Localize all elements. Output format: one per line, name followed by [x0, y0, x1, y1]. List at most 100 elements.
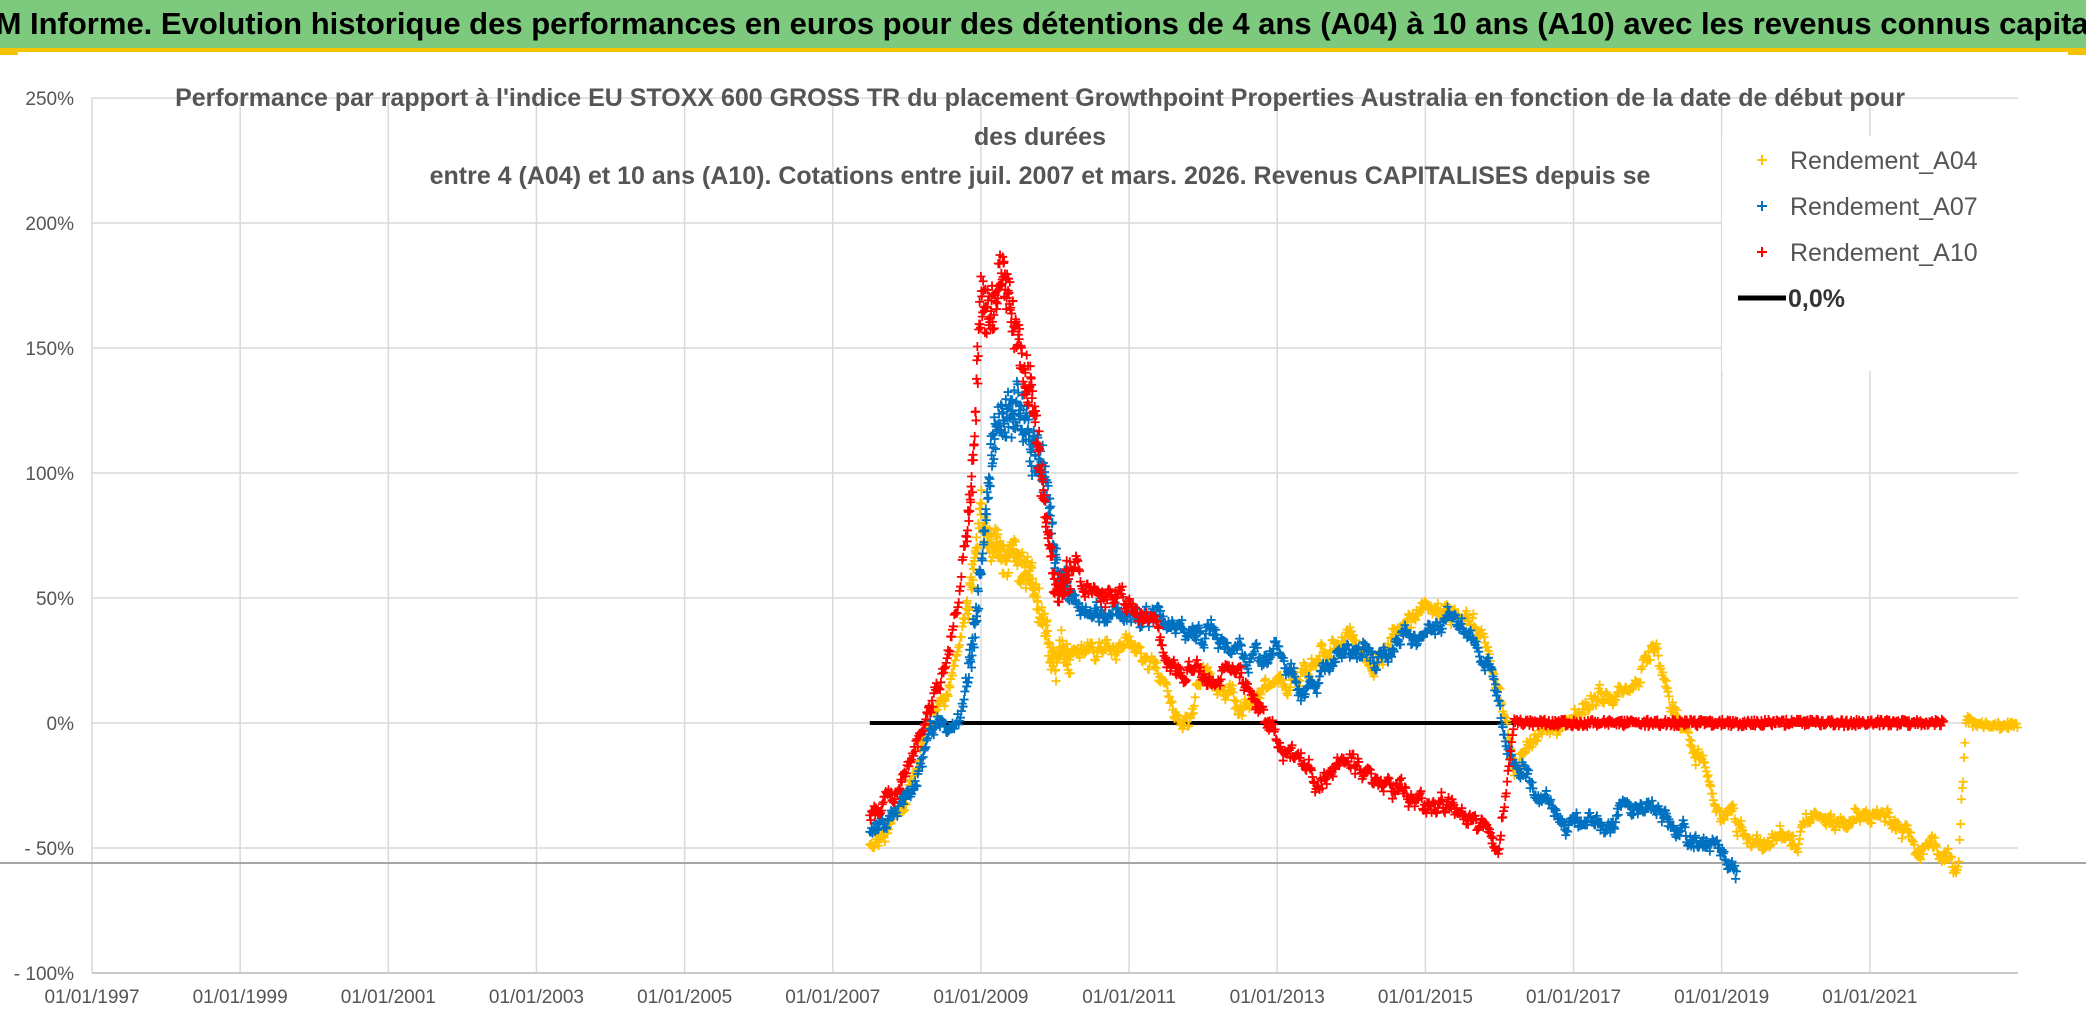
point-rendement-a04	[968, 575, 978, 585]
legend-label: Rendement_A04	[1790, 147, 1978, 175]
x-tick-label: 01/01/1997	[44, 987, 139, 1008]
point-rendement-a04	[1958, 777, 1968, 787]
point-rendement-a07	[925, 716, 935, 726]
point-rendement-a07	[1024, 428, 1034, 438]
point-rendement-a10	[1008, 296, 1018, 306]
point-rendement-a10	[972, 342, 982, 352]
point-rendement-a10	[1348, 749, 1358, 759]
point-rendement-a04	[1433, 599, 1443, 609]
point-rendement-a04	[945, 682, 955, 692]
chart-title-line: entre 4 (A04) et 10 ans (A10). Cotations…	[430, 162, 1651, 190]
point-rendement-a04	[1693, 744, 1703, 754]
point-rendement-a04	[1003, 568, 1013, 578]
point-rendement-a04	[1826, 809, 1836, 819]
point-rendement-a10	[954, 598, 964, 608]
point-rendement-a07	[1451, 610, 1461, 620]
y-tick-label: 0%	[47, 714, 75, 735]
point-rendement-a07	[1195, 626, 1205, 636]
x-tick-label: 01/01/2017	[1526, 987, 1621, 1008]
legend-swatch-marker	[1757, 201, 1767, 211]
y-tick-label: 100%	[25, 464, 74, 485]
point-rendement-a10	[1031, 410, 1041, 420]
x-tick-label: 01/01/2019	[1674, 987, 1769, 1008]
point-rendement-a10	[1037, 460, 1047, 470]
point-rendement-a10	[1018, 377, 1028, 387]
point-rendement-a10	[1100, 602, 1110, 612]
point-rendement-a04	[956, 632, 966, 642]
point-rendement-a04	[1956, 794, 1966, 804]
point-rendement-a07	[1457, 613, 1467, 623]
point-rendement-a07	[892, 811, 902, 821]
point-rendement-a04	[1189, 701, 1199, 711]
point-rendement-a10	[1939, 716, 1949, 726]
point-rendement-a07	[974, 604, 984, 614]
x-tick-label: 01/01/2013	[1230, 987, 1325, 1008]
point-rendement-a10	[966, 497, 976, 507]
point-rendement-a10	[983, 285, 993, 295]
point-rendement-a10	[1022, 350, 1032, 360]
point-rendement-a07	[1052, 555, 1062, 565]
point-rendement-a04	[1411, 615, 1421, 625]
point-rendement-a07	[1331, 657, 1341, 667]
point-rendement-a07	[1498, 722, 1508, 732]
point-rendement-a07	[1489, 674, 1499, 684]
point-rendement-a04	[1653, 651, 1663, 661]
point-rendement-a10	[988, 325, 998, 335]
point-rendement-a07	[976, 569, 986, 579]
point-rendement-a04	[997, 540, 1007, 550]
point-rendement-a07	[1004, 400, 1014, 410]
point-rendement-a10	[987, 317, 997, 327]
point-rendement-a07	[1177, 615, 1187, 625]
point-rendement-a10	[901, 768, 911, 778]
point-rendement-a10	[963, 525, 973, 535]
point-rendement-a10	[1030, 417, 1040, 427]
point-rendement-a10	[1004, 288, 1014, 298]
point-rendement-a07	[1719, 847, 1729, 857]
point-rendement-a10	[960, 541, 970, 551]
point-rendement-a10	[1040, 496, 1050, 506]
point-rendement-a10	[936, 677, 946, 687]
point-rendement-a07	[1013, 379, 1023, 389]
y-tick-label: 200%	[25, 214, 74, 235]
point-rendement-a10	[1501, 788, 1511, 798]
legend-swatch-marker	[1757, 247, 1767, 257]
point-rendement-a10	[1002, 269, 1012, 279]
point-rendement-a10	[965, 506, 975, 516]
point-rendement-a10	[1023, 400, 1033, 410]
point-rendement-a04	[993, 529, 1003, 539]
point-rendement-a10	[1216, 674, 1226, 684]
point-rendement-a07	[1395, 639, 1405, 649]
point-rendement-a04	[880, 837, 890, 847]
point-rendement-a07	[967, 650, 977, 660]
point-rendement-a10	[1500, 802, 1509, 812]
point-rendement-a10	[1020, 368, 1030, 378]
x-tick-label: 01/01/2015	[1378, 987, 1473, 1008]
point-rendement-a10	[1270, 724, 1280, 734]
point-rendement-a10	[1387, 794, 1397, 804]
point-rendement-a07	[1044, 503, 1054, 513]
point-rendement-a04	[1009, 535, 1019, 545]
point-rendement-a07	[1613, 810, 1623, 820]
point-rendement-a04	[1943, 844, 1953, 854]
point-rendement-a10	[1366, 769, 1376, 779]
point-rendement-a10	[1035, 444, 1045, 454]
point-rendement-a07	[960, 686, 970, 696]
chart-title-line: Performance par rapport à l'indice EU ST…	[175, 84, 1905, 112]
point-rendement-a07	[917, 762, 927, 772]
point-rendement-a04	[1788, 831, 1798, 841]
point-rendement-a10	[956, 572, 966, 582]
point-rendement-a07	[1491, 679, 1501, 689]
point-rendement-a10	[1027, 386, 1037, 396]
legend-label: Rendement_A07	[1790, 193, 1978, 221]
point-rendement-a10	[1195, 662, 1205, 672]
point-rendement-a10	[866, 815, 876, 825]
point-rendement-a10	[1045, 544, 1055, 554]
point-rendement-a10	[1317, 783, 1327, 793]
point-rendement-a07	[956, 706, 966, 716]
point-rendement-a10	[1014, 334, 1024, 344]
point-rendement-a10	[971, 374, 981, 384]
point-rendement-a10	[1278, 756, 1288, 766]
point-rendement-a10	[1401, 783, 1411, 793]
point-rendement-a10	[971, 415, 981, 425]
point-rendement-a04	[1033, 597, 1043, 607]
